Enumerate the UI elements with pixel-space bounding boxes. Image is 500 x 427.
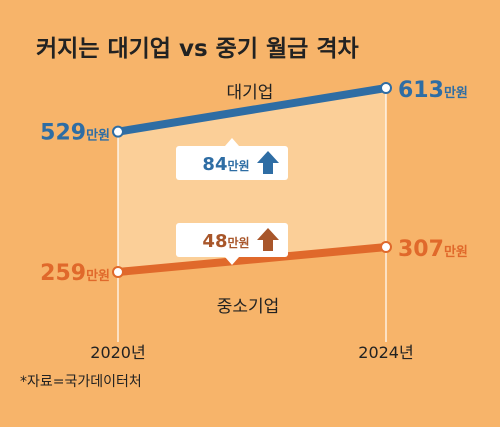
series-name-large: 대기업 <box>227 83 274 103</box>
difference-label-1: 48만원 <box>202 231 249 252</box>
series-name-small: 중소기업 <box>217 297 280 317</box>
difference-pointer-1 <box>225 257 239 265</box>
up-arrow-icon <box>257 151 279 174</box>
data-label-small-2024: 307만원 <box>398 237 468 262</box>
series-line-large <box>114 84 390 136</box>
data-label-large-2020: 529만원 <box>40 121 110 146</box>
data-point-large-1 <box>380 82 392 94</box>
chart-title: 커지는 대기업 vs 중기 월급 격차 <box>36 36 359 62</box>
difference-box-0 <box>176 146 288 180</box>
x-tick-label-0: 2020년 <box>90 343 145 362</box>
x-tick-label-1: 2024년 <box>358 343 413 362</box>
data-label-large-2024: 613만원 <box>398 78 468 103</box>
difference-box-1 <box>176 223 288 257</box>
source-note: *자료=국가데이터처 <box>20 374 142 390</box>
up-arrow-icon <box>257 228 279 251</box>
difference-pointer-0 <box>225 138 239 146</box>
difference-label-0: 84만원 <box>202 154 249 175</box>
data-label-small-2020: 259만원 <box>40 261 110 286</box>
data-point-large-0 <box>112 125 124 138</box>
series-line-small <box>114 243 390 276</box>
data-point-small-1 <box>380 241 392 254</box>
data-point-small-0 <box>112 266 124 278</box>
